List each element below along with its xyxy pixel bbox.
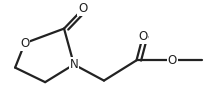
Text: O: O	[168, 54, 177, 67]
Text: O: O	[138, 30, 147, 43]
Text: O: O	[20, 37, 29, 50]
Text: O: O	[78, 2, 88, 15]
Text: N: N	[70, 58, 78, 71]
